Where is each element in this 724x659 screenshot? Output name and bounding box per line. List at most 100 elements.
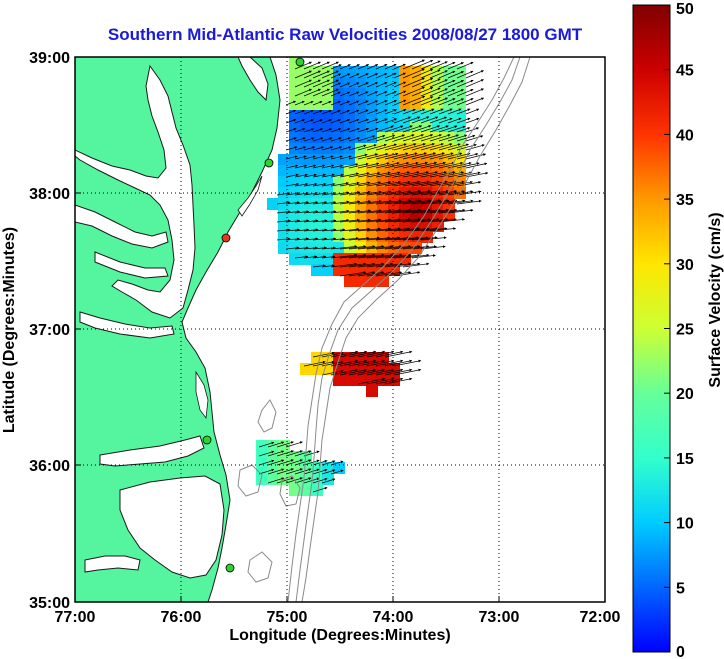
velocity-vector — [321, 478, 336, 484]
velocity-vector — [339, 163, 359, 169]
velocity-vector — [348, 172, 370, 178]
velocity-vector — [366, 73, 379, 79]
velocity-cell — [388, 187, 400, 199]
velocity-vector — [384, 72, 397, 79]
velocity-vector — [303, 255, 318, 259]
velocity-cell — [311, 110, 323, 122]
velocity-vector — [285, 237, 300, 241]
velocity-cell — [300, 77, 312, 89]
x-tick-label: 76:00 — [161, 609, 202, 626]
velocity-vector — [411, 199, 442, 205]
velocity-vector — [393, 90, 407, 97]
velocity-cell — [289, 57, 301, 67]
velocity-vector — [384, 171, 411, 178]
velocity-vector — [402, 108, 416, 115]
velocity-cell — [311, 484, 323, 496]
velocity-vector — [285, 164, 299, 169]
velocity-cell — [443, 143, 455, 155]
velocity-vector — [330, 64, 342, 70]
velocity-vector — [294, 246, 309, 250]
velocity-vector — [339, 172, 360, 178]
velocity-vector — [393, 180, 421, 187]
velocity-vector — [384, 81, 397, 88]
velocity-vector — [375, 162, 400, 169]
velocity-vector — [321, 110, 332, 115]
velocity-cell — [289, 253, 301, 265]
velocity-vector — [312, 191, 327, 196]
velocity-vector — [276, 450, 294, 457]
velocity-vector — [384, 99, 397, 106]
velocity-vector — [366, 199, 392, 205]
velocity-vector — [384, 208, 412, 214]
velocity-vector — [375, 180, 401, 187]
velocity-vector — [348, 236, 370, 241]
velocity-vector — [294, 219, 310, 223]
velocity-vector — [411, 142, 435, 151]
neuse-river — [84, 555, 141, 573]
velocity-vector — [285, 219, 301, 223]
velocity-vector — [438, 88, 456, 97]
velocity-vector — [357, 209, 382, 214]
velocity-vector — [438, 208, 466, 214]
velocity-vector — [420, 69, 441, 79]
velocity-vector — [447, 199, 474, 205]
velocity-vector — [330, 191, 350, 196]
velocity-vector — [357, 377, 386, 385]
velocity-vector — [420, 108, 435, 115]
velocity-cell — [388, 66, 400, 78]
velocity-vector — [294, 459, 312, 466]
velocity-vector — [276, 228, 291, 232]
velocity-cell — [333, 99, 345, 111]
velocity-cell — [377, 121, 389, 133]
velocity-vector — [366, 245, 394, 250]
velocity-vector — [375, 218, 402, 223]
velocity-vector — [285, 468, 303, 475]
velocity-cell — [278, 242, 290, 254]
velocity-vector — [411, 77, 434, 88]
velocity-vector — [339, 137, 351, 142]
velocity-cell — [289, 484, 301, 496]
colorbar: 0 5 10 15 20 25 30 35 40 45 50 Surface Velocity (c… — [632, 1, 724, 659]
velocity-vector — [330, 209, 350, 214]
velocity-vector — [294, 450, 312, 457]
colorbar-tick-label: 25 — [676, 322, 694, 339]
velocity-vector — [276, 237, 291, 241]
velocity-vector — [438, 70, 456, 79]
velocity-vector — [447, 89, 464, 97]
velocity-vector — [312, 146, 325, 151]
velocity-vector — [456, 98, 474, 106]
velocity-vector — [465, 135, 484, 142]
velocity-vector — [393, 236, 420, 241]
velocity-vector — [348, 64, 360, 70]
velocity-vector — [321, 255, 336, 259]
velocity-vector — [339, 82, 351, 88]
velocity-cell — [421, 99, 433, 111]
velocity-cell — [311, 99, 323, 111]
velocity-vector — [294, 70, 312, 79]
velocity-vector — [402, 116, 421, 124]
velocity-vector — [339, 146, 352, 151]
velocity-vector — [411, 189, 441, 196]
velocity-vector — [402, 227, 430, 232]
velocity-cell — [289, 231, 301, 243]
velocity-vector — [348, 82, 360, 88]
velocity-vector — [276, 201, 291, 205]
velocity-vector — [348, 368, 377, 376]
velocity-cell — [311, 198, 323, 210]
velocity-vector — [465, 162, 488, 169]
velocity-vector — [456, 117, 471, 124]
velocity-cell — [421, 231, 433, 243]
velocity-vector — [285, 155, 298, 160]
velocity-cell — [355, 77, 367, 89]
velocity-vector — [429, 116, 448, 124]
bathymetry-contours — [237, 57, 531, 602]
velocity-vector — [357, 271, 385, 277]
velocity-vector — [384, 218, 412, 223]
colorbar-tick-label: 35 — [676, 192, 694, 209]
station-marker — [221, 233, 231, 243]
velocity-vector — [384, 377, 413, 385]
velocity-vector — [285, 173, 299, 178]
velocity-vector — [393, 271, 421, 277]
velocity-vector — [447, 190, 474, 196]
